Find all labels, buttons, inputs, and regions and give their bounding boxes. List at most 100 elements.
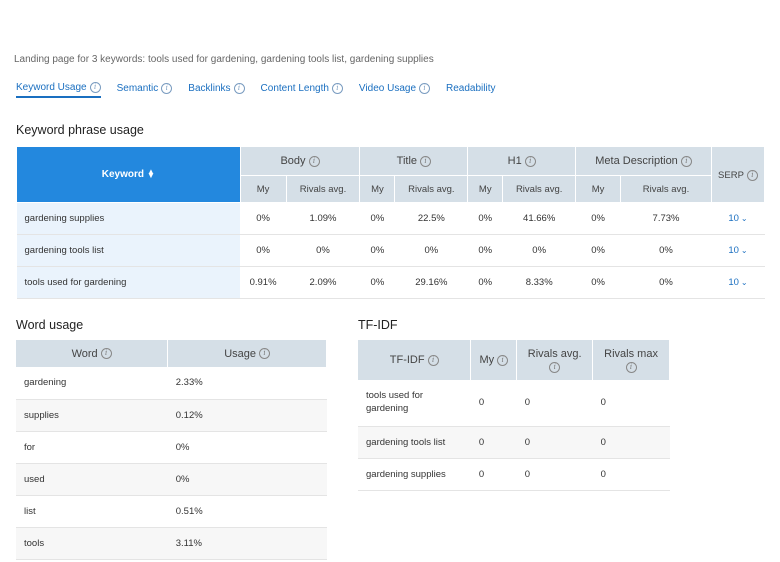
word-header-label: Word	[71, 347, 98, 360]
word-cell: list	[16, 495, 168, 528]
meta-description-header-label: Meta Description	[595, 155, 678, 167]
info-icon[interactable]: i	[680, 155, 692, 167]
info-icon[interactable]: i	[100, 348, 112, 359]
info-icon[interactable]: i	[331, 82, 343, 94]
body-rivals-cell: 1.09%	[286, 202, 360, 235]
info-icon[interactable]: i	[161, 82, 173, 94]
tab-keyword-usage[interactable]: Keyword Usage i	[16, 80, 101, 98]
info-icon[interactable]: i	[308, 155, 320, 167]
tab-label: Readability	[446, 82, 496, 94]
tab-semantic[interactable]: Semantic i	[117, 80, 173, 96]
title-my-header: My	[359, 175, 396, 203]
term-cell: gardening tools list	[358, 426, 471, 459]
info-icon[interactable]: i	[259, 348, 271, 359]
meta-rivals-cell: 0%	[620, 266, 712, 299]
my-cell: 0	[470, 426, 517, 459]
tab-bar: Keyword Usage i Semantic i Backlinks i C…	[16, 80, 496, 98]
h1-rivals-cell: 0%	[502, 234, 576, 267]
usage-cell: 3.11%	[167, 527, 327, 560]
tab-readability[interactable]: Readability	[446, 80, 495, 96]
h1-rivals-cell: 41.66%	[502, 202, 576, 235]
h1-rivals-header: Rivals avg.	[502, 175, 577, 203]
tab-label: Keyword Usage	[16, 81, 87, 93]
info-icon[interactable]: i	[549, 361, 561, 373]
keyword-cell: gardening supplies	[16, 202, 241, 235]
tfidf-title: TF-IDF	[358, 318, 398, 332]
word-cell: tools	[16, 527, 168, 560]
body-rivals-cell: 2.09%	[286, 266, 360, 299]
info-icon[interactable]: i	[746, 169, 758, 181]
table-row: gardening supplies 0 0 0	[358, 458, 670, 491]
info-icon[interactable]: i	[497, 354, 509, 366]
info-icon[interactable]: i	[419, 82, 431, 94]
serp-dropdown[interactable]: 10 ⌄	[711, 202, 765, 235]
tab-content-length[interactable]: Content Length i	[261, 80, 343, 96]
body-header-label: Body	[280, 155, 306, 167]
rivals-avg-header-label: Rivals avg.	[527, 347, 582, 360]
sort-icon[interactable]: ▲ ▼	[146, 166, 155, 181]
info-icon[interactable]: i	[524, 155, 536, 167]
table-row: gardening supplies 0% 1.09% 0% 22.5% 0% …	[16, 202, 765, 235]
h1-group-header: H1 i	[467, 146, 577, 176]
table-row: used 0%	[16, 463, 327, 496]
rivals-max-column-header: Rivals max i	[592, 340, 670, 380]
keyword-phrase-table: Keyword ▲ ▼ Body i Title i H1 i Meta Descript…	[16, 146, 766, 299]
usage-cell: 2.33%	[167, 367, 327, 400]
tab-label: Video Usage	[358, 82, 417, 94]
tab-label: Backlinks	[188, 82, 231, 94]
meta-rivals-cell: 0%	[620, 234, 712, 267]
table-row: gardening tools list 0 0 0	[358, 426, 670, 459]
tfidf-column-header: TF-IDF i	[358, 340, 472, 380]
keyword-phrase-title: Keyword phrase usage	[16, 123, 144, 137]
rivals-max-header-label: Rivals max	[604, 347, 658, 360]
info-icon[interactable]: i	[89, 81, 101, 93]
table-row: for 0%	[16, 431, 327, 464]
serp-dropdown[interactable]: 10 ⌄	[711, 234, 765, 267]
rivals-avg-cell: 0	[516, 380, 593, 427]
title-my-cell: 0%	[359, 202, 395, 235]
meta-my-cell: 0%	[575, 202, 621, 235]
keyword-cell: gardening tools list	[16, 234, 241, 267]
title-header-label: Title	[396, 155, 418, 167]
info-icon[interactable]: i	[625, 361, 637, 373]
table-row: gardening 2.33%	[16, 367, 327, 400]
tab-label: Semantic	[116, 82, 159, 94]
tfidf-header-label: TF-IDF	[389, 354, 425, 366]
title-group-header: Title i	[359, 146, 469, 176]
table-row: gardening tools list 0% 0% 0% 0% 0% 0% 0…	[16, 234, 765, 267]
h1-my-cell: 0%	[467, 234, 503, 267]
serp-dropdown[interactable]: 10 ⌄	[711, 266, 765, 299]
h1-my-cell: 0%	[467, 202, 503, 235]
tab-label: Content Length	[260, 82, 329, 94]
table-row: tools used for gardening 0.91% 2.09% 0% …	[16, 266, 765, 299]
tfidf-table: TF-IDF i My i Rivals avg. i Rivals max i too…	[358, 340, 670, 491]
tab-backlinks[interactable]: Backlinks i	[188, 80, 245, 96]
word-cell: supplies	[16, 399, 168, 432]
body-rivals-cell: 0%	[286, 234, 360, 267]
word-cell: for	[16, 431, 168, 464]
serp-header-label: SERP	[718, 169, 744, 181]
keyword-column-header[interactable]: Keyword ▲ ▼	[16, 146, 241, 203]
chevron-down-icon: ⌄	[740, 214, 748, 223]
usage-column-header: Usage i	[167, 340, 327, 367]
word-usage-title: Word usage	[16, 318, 84, 332]
my-cell: 0	[470, 380, 517, 427]
info-icon[interactable]: i	[427, 354, 439, 366]
meta-my-cell: 0%	[575, 266, 621, 299]
tab-video-usage[interactable]: Video Usage i	[358, 80, 431, 96]
table-row: supplies 0.12%	[16, 399, 327, 432]
my-cell: 0	[470, 458, 517, 491]
term-cell: tools used for gardening	[358, 380, 471, 427]
meta-rivals-cell: 7.73%	[620, 202, 712, 235]
rivals-avg-cell: 0	[516, 426, 593, 459]
chevron-down-icon: ⌄	[740, 278, 748, 287]
serp-value: 10	[728, 213, 739, 224]
info-icon[interactable]: i	[233, 82, 245, 94]
meta-rivals-header: Rivals avg.	[620, 175, 712, 203]
word-cell: gardening	[16, 367, 168, 400]
my-header-label: My	[479, 354, 495, 366]
body-my-header: My	[239, 175, 287, 203]
info-icon[interactable]: i	[420, 155, 432, 167]
word-cell: used	[16, 463, 168, 496]
h1-my-cell: 0%	[467, 266, 503, 299]
